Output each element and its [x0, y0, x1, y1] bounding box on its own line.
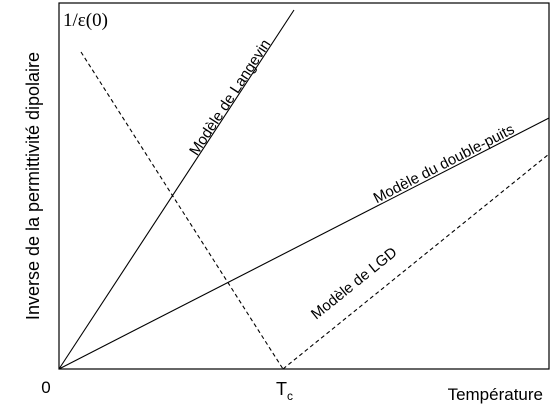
plot-frame	[58, 2, 550, 370]
tc-label: T c	[276, 379, 293, 403]
langevin-line	[58, 9, 295, 370]
lgd-line	[282, 153, 550, 370]
dashed-line-to-tc	[80, 51, 284, 370]
langevin-label: Modèle de Langevin	[186, 36, 274, 158]
y-axis-top-label: 1/ε(0)	[63, 10, 108, 31]
double-puits-line	[58, 117, 550, 370]
origin-label: 0	[41, 378, 50, 397]
tc-label-subscript: c	[287, 389, 293, 403]
double-puits-label: Modèle du double-puits	[371, 121, 518, 207]
y-axis-label: Inverse de la permittivité dipolaire	[23, 52, 43, 320]
tc-label-base: T	[276, 379, 287, 399]
x-axis-label: Température	[448, 385, 543, 404]
